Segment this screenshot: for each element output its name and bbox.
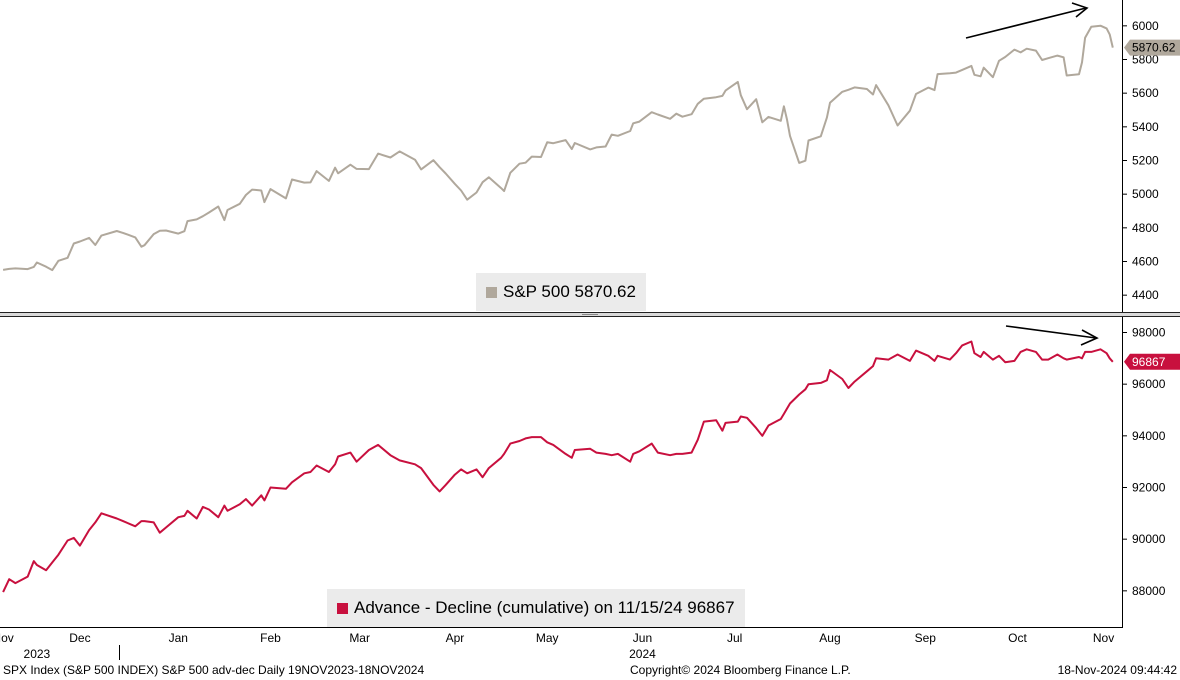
x-tick-label: Nov [1093,631,1114,645]
sp500-legend: S&P 500 5870.62 [476,273,646,311]
sp500-y-tick-label: 5600 [1132,86,1159,100]
adv-dec-y-tick-label: 88000 [1132,584,1166,598]
x-tick-label: Feb [260,631,281,645]
x-year-label: 2023 [24,647,51,661]
adv-dec-y-tick-label: 98000 [1132,326,1166,340]
sp500-y-tick-label: 5000 [1132,187,1159,201]
x-tick-label: May [536,631,559,645]
sp500-y-tick-label: 6000 [1132,19,1159,33]
sp500-last-value-tag [1124,39,1180,56]
sp500-legend-label: S&P 500 5870.62 [503,282,636,301]
x-tick-label: Dec [69,631,90,645]
sp500-panel: 4400 4600 4800 5000 5200 5400 5600 5800 6000 5870… [2,0,1180,312]
footer-series-info: SPX Index (S&P 500 INDEX) S&P 500 adv-de… [3,663,425,677]
sp500-y-tick-label: 5400 [1132,120,1159,134]
adv-dec-legend-swatch [337,602,348,614]
sp500-series-line [2,24,1114,272]
adv-dec-y-tick-label: 94000 [1132,429,1166,443]
x-axis: Nov Dec Jan Feb Mar Apr May Jun Jul Aug Sep Oct Nov 2… [0,312,1180,661]
sp500-y-tick-label: 4400 [1132,288,1159,302]
adv-dec-y-tick-label: 96000 [1132,377,1166,391]
advance-decline-panel: 88000 90000 92000 94000 96000 98000 96867 [2,317,1180,627]
adv-dec-legend-label: Advance - Decline (cumulative) on 11/15/… [354,598,735,617]
x-tick-label: Jan [169,631,188,645]
adv-dec-last-value-text: 96867 [1132,355,1166,369]
footer-copyright: Copyright© 2024 Bloomberg Finance L.P. [630,663,851,677]
adv-dec-y-tick-label: 90000 [1132,532,1166,546]
adv-dec-trend-arrowhead [1080,329,1099,346]
sp500-legend-swatch [486,286,497,298]
sp500-trend-arrowhead [1071,2,1089,18]
x-tick-label: Mar [349,631,370,645]
adv-dec-last-value-tag [1124,353,1180,370]
sp500-y-tick-label: 4800 [1132,221,1159,235]
sp500-last-value-text: 5870.62 [1132,41,1176,55]
footer-timestamp: 18-Nov-2024 09:44:42 [1057,663,1177,677]
x-tick-label: Nov [0,631,14,645]
adv-dec-series-line [2,340,1114,593]
x-tick-label: Aug [819,631,840,645]
sp500-y-tick-label: 5800 [1132,53,1159,67]
sp500-y-tick-label: 5200 [1132,154,1159,168]
x-tick-label: Jun [633,631,652,645]
sp500-trend-arrow [965,7,1087,39]
x-year-label: 2024 [629,647,656,661]
adv-dec-legend: Advance - Decline (cumulative) on 11/15/… [327,589,745,627]
adv-dec-trend-arrow [1005,325,1097,339]
x-tick-label: Oct [1008,631,1027,645]
x-tick-label: Sep [915,631,937,645]
x-tick-label: Apr [446,631,465,645]
sp500-y-tick-label: 4600 [1132,255,1159,269]
x-tick-label: Jul [727,631,742,645]
adv-dec-y-tick-label: 92000 [1132,481,1166,495]
